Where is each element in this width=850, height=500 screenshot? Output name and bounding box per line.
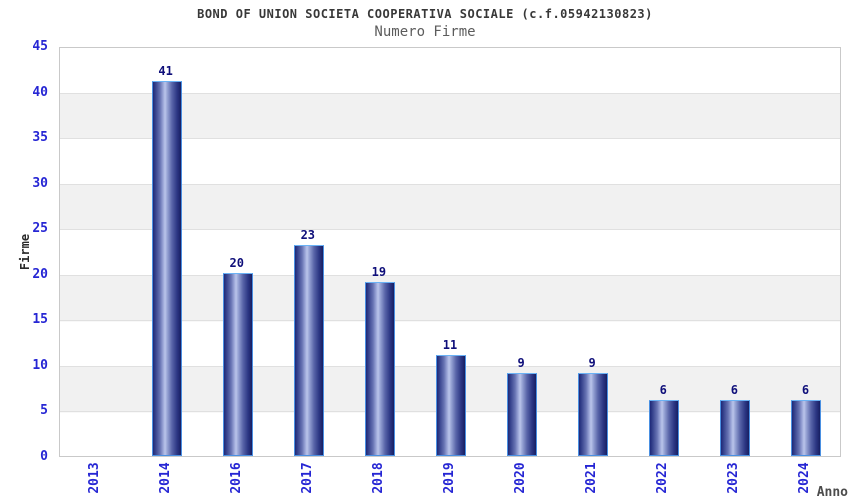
x-tick-label-2024: 2024	[797, 462, 813, 494]
y-tick-label-30: 30	[32, 175, 48, 191]
y-tick-label-45: 45	[32, 39, 48, 54]
bar-value-label-2020: 9	[517, 356, 525, 370]
y-tick-label-0: 0	[40, 449, 48, 464]
bar-2017	[293, 245, 324, 456]
bar-value-label-2024: 6	[801, 383, 810, 398]
gridline-35	[60, 138, 840, 140]
bar-2021	[578, 373, 609, 456]
bar-2020	[507, 373, 538, 456]
x-tick-label-2016: 2016	[228, 462, 244, 494]
y-tick-label-15: 15	[32, 312, 48, 328]
bar-2016	[222, 272, 253, 456]
y-tick-label-10: 10	[32, 357, 48, 373]
y-tick-label-35: 35	[32, 130, 48, 146]
bar-value-label-2023: 6	[730, 383, 738, 398]
bar-2024	[791, 400, 822, 456]
x-tick-label-2023: 2023	[726, 462, 742, 494]
x-tick-label-2022: 2022	[655, 462, 671, 494]
bar-value-label-2022: 6	[659, 383, 667, 398]
gridline-25	[60, 229, 840, 231]
y-tick-label-20: 20	[32, 266, 48, 282]
bar-2022	[649, 400, 680, 456]
chart-title: BOND OF UNION SOCIETA COOPERATIVA SOCIAL…	[197, 7, 653, 21]
gridline-40	[60, 92, 840, 94]
bar-2023	[720, 400, 751, 456]
x-tick-label-2019: 2019	[442, 462, 457, 494]
y-tick-label-40: 40	[32, 84, 48, 100]
bar-value-label-2021: 9	[588, 356, 596, 370]
gridline-15	[60, 320, 840, 322]
bar-value-label-2017: 23	[300, 228, 316, 243]
x-tick-label-2020: 2020	[513, 462, 529, 494]
bar-value-label-2018: 19	[371, 264, 387, 279]
gridline-30	[60, 183, 840, 185]
x-tick-label-2018: 2018	[370, 462, 386, 494]
x-tick-label-2017: 2017	[299, 462, 315, 494]
x-tick-label-2013: 2013	[86, 462, 102, 494]
bar-value-label-2014: 41	[158, 64, 173, 79]
chart-subtitle: Numero Firme	[374, 24, 476, 40]
x-tick-label-2014: 2014	[157, 462, 173, 494]
bar-2019	[436, 354, 466, 456]
x-tick-label-2021: 2021	[584, 462, 600, 494]
gridline-20	[60, 274, 840, 276]
bar-2018	[364, 281, 395, 456]
bar-2014	[151, 81, 182, 456]
y-tick-label-25: 25	[32, 221, 48, 237]
plot-area	[59, 47, 841, 457]
x-axis-label: Anno	[816, 485, 848, 500]
y-tick-label-5: 5	[40, 403, 48, 419]
bar-value-label-2016: 20	[229, 255, 244, 270]
bar-value-label-2019: 11	[442, 337, 458, 352]
